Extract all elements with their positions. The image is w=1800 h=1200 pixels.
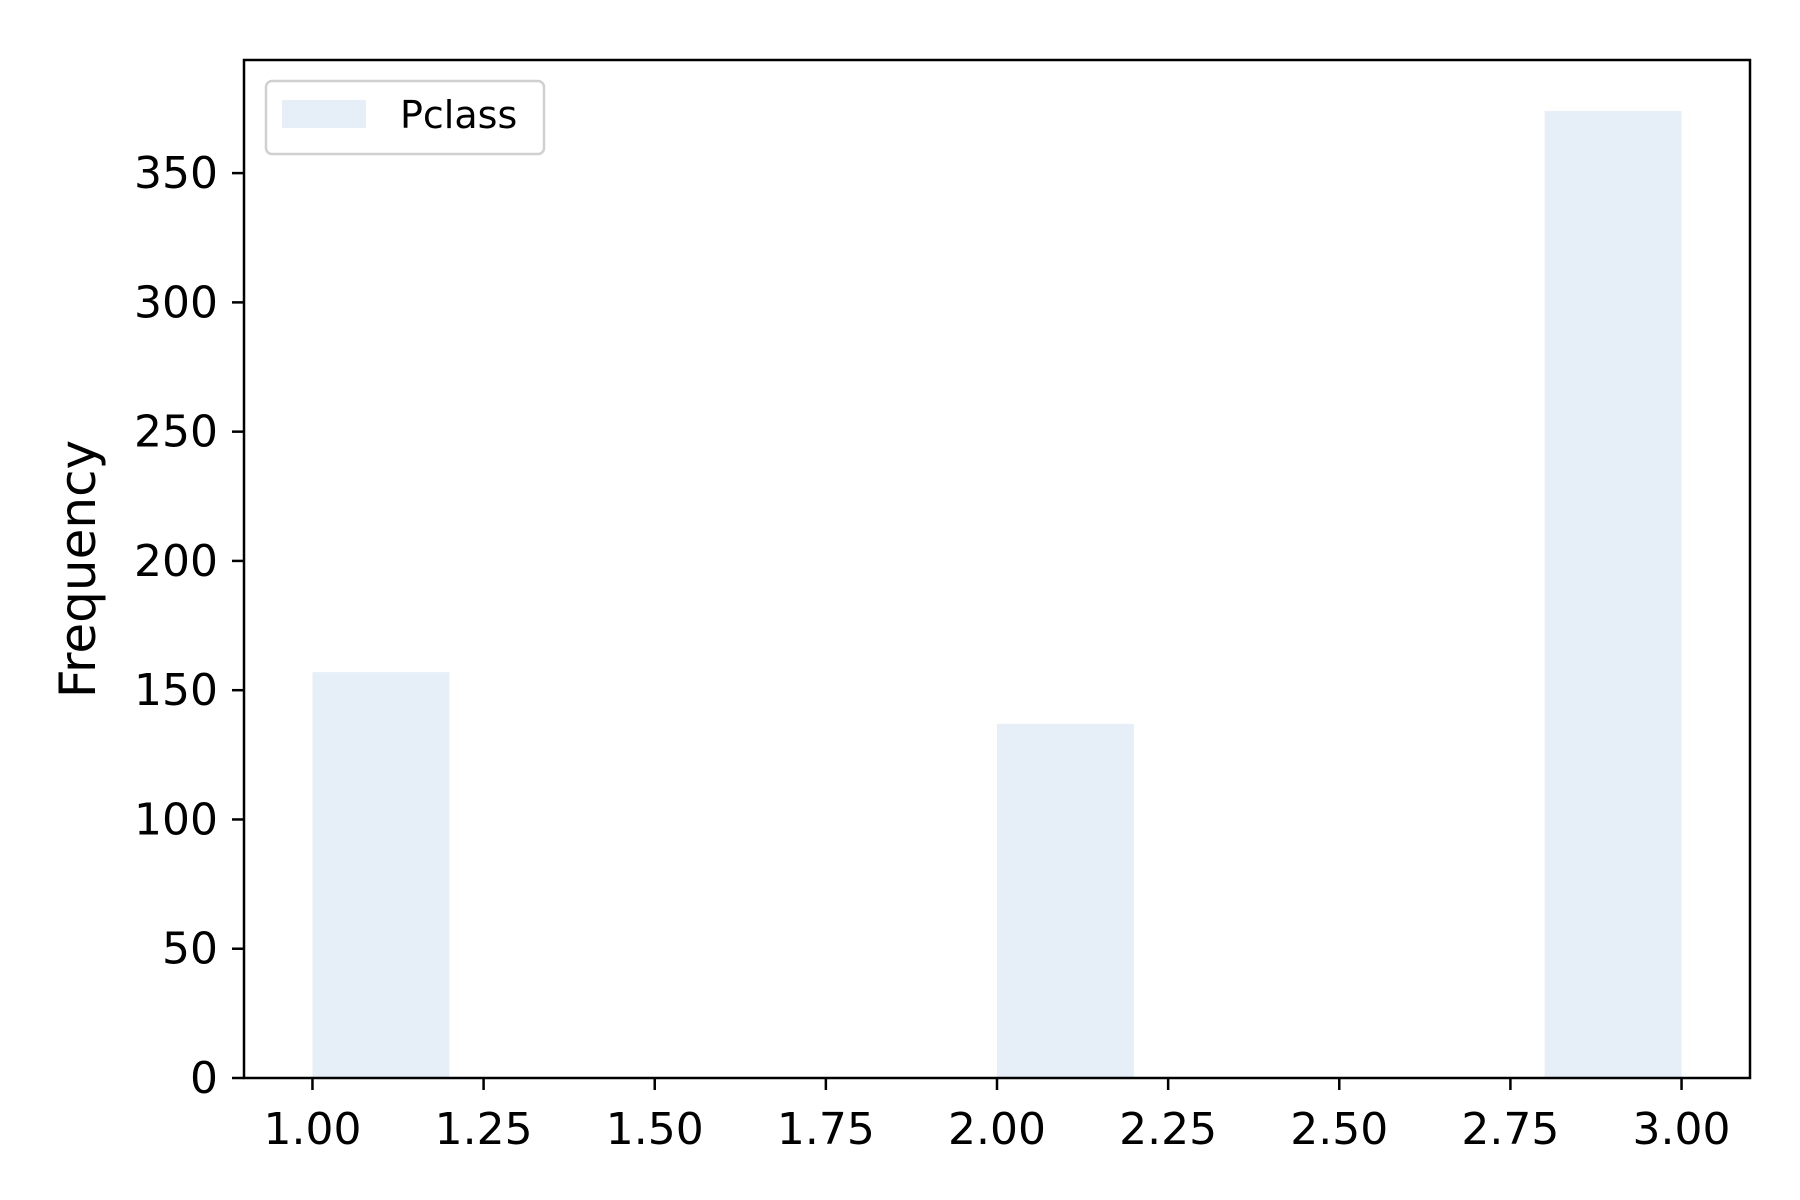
y-tick-label: 200 [134, 536, 218, 587]
x-tick-label: 1.75 [777, 1104, 875, 1155]
x-tick-label: 2.75 [1461, 1104, 1559, 1155]
x-tick-label: 1.25 [435, 1104, 533, 1155]
y-axis-title: Frequency [49, 440, 107, 698]
x-tick-label: 2.25 [1119, 1104, 1217, 1155]
y-tick-label: 100 [134, 794, 218, 845]
histogram-bar-5 [997, 723, 1134, 1078]
x-tick-label: 1.50 [606, 1104, 704, 1155]
x-tick-label: 1.00 [263, 1104, 361, 1155]
x-axis: 1.00 1.25 1.50 1.75 2.00 2.25 2.50 2.75 3.00 [263, 1078, 1731, 1155]
x-tick-label: 2.50 [1290, 1104, 1388, 1155]
y-tick-label: 50 [162, 924, 218, 975]
histogram-bar-0 [312, 672, 450, 1078]
y-tick-label: 150 [134, 665, 218, 716]
y-axis: 0 50 100 150 200 250 300 350 [134, 148, 244, 1104]
histogram-bar-9 [1544, 111, 1682, 1078]
x-tick-label: 3.00 [1633, 1104, 1731, 1155]
y-tick-label: 350 [134, 148, 218, 199]
y-tick-label: 300 [134, 277, 218, 328]
legend-swatch-pclass [282, 100, 366, 128]
y-tick-label: 0 [190, 1053, 218, 1104]
bars-layer [312, 111, 1682, 1078]
legend: Pclass [264, 79, 546, 156]
y-tick-label: 250 [134, 407, 218, 458]
legend-box [264, 79, 546, 156]
x-tick-label: 2.00 [948, 1104, 1046, 1155]
legend-label-pclass: Pclass [400, 93, 517, 137]
